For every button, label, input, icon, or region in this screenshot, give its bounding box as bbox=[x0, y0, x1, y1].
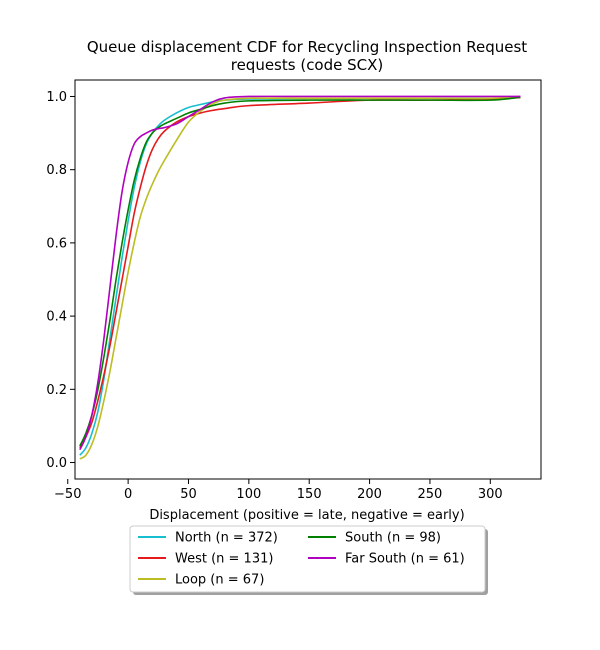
x-tick-label-6: 250 bbox=[418, 487, 443, 502]
y-axis: 0.0 0.2 0.4 0.6 0.8 1.0 bbox=[46, 90, 75, 471]
legend-box bbox=[129, 525, 486, 593]
series-layer bbox=[79, 95, 521, 460]
y-tick-label-5: 1.0 bbox=[46, 90, 67, 105]
x-axis-label: Displacement (positive = late, negative … bbox=[149, 508, 464, 523]
legend-label-2: Loop (n = 67) bbox=[175, 573, 264, 588]
y-tick-label-4: 0.8 bbox=[46, 163, 67, 178]
x-axis: −50 0 50 100 150 200 250 300 bbox=[54, 479, 503, 502]
y-tick-label-1: 0.2 bbox=[46, 383, 67, 398]
series-line-2 bbox=[79, 95, 521, 460]
series-line-1 bbox=[79, 96, 521, 449]
legend-label-4: Far South (n = 61) bbox=[345, 552, 465, 567]
series-line-3 bbox=[79, 96, 521, 447]
y-tick-label-0: 0.0 bbox=[46, 456, 67, 471]
legend-label-1: West (n = 131) bbox=[175, 552, 273, 567]
legend-label-3: South (n = 98) bbox=[345, 531, 441, 546]
x-tick-label-7: 300 bbox=[478, 487, 503, 502]
x-tick-label-4: 150 bbox=[297, 487, 322, 502]
x-tick-label-3: 100 bbox=[236, 487, 261, 502]
y-tick-label-3: 0.6 bbox=[46, 236, 67, 251]
x-tick-label-5: 200 bbox=[357, 487, 382, 502]
legend: North (n = 372) West (n = 131) Loop (n = 6… bbox=[129, 525, 488, 595]
x-tick-label-1: 0 bbox=[124, 487, 132, 502]
chart-title-line-1: Queue displacement CDF for Recycling Ins… bbox=[87, 38, 527, 56]
series-line-4 bbox=[79, 95, 521, 451]
plot-frame bbox=[74, 79, 542, 480]
y-tick-label-2: 0.4 bbox=[46, 310, 67, 325]
series-line-0 bbox=[79, 96, 521, 456]
chart-title-line-2: requests (code SCX) bbox=[231, 56, 384, 74]
legend-label-0: North (n = 372) bbox=[175, 531, 278, 546]
x-tick-label-2: 50 bbox=[180, 487, 197, 502]
x-tick-label-0: −50 bbox=[54, 487, 81, 502]
